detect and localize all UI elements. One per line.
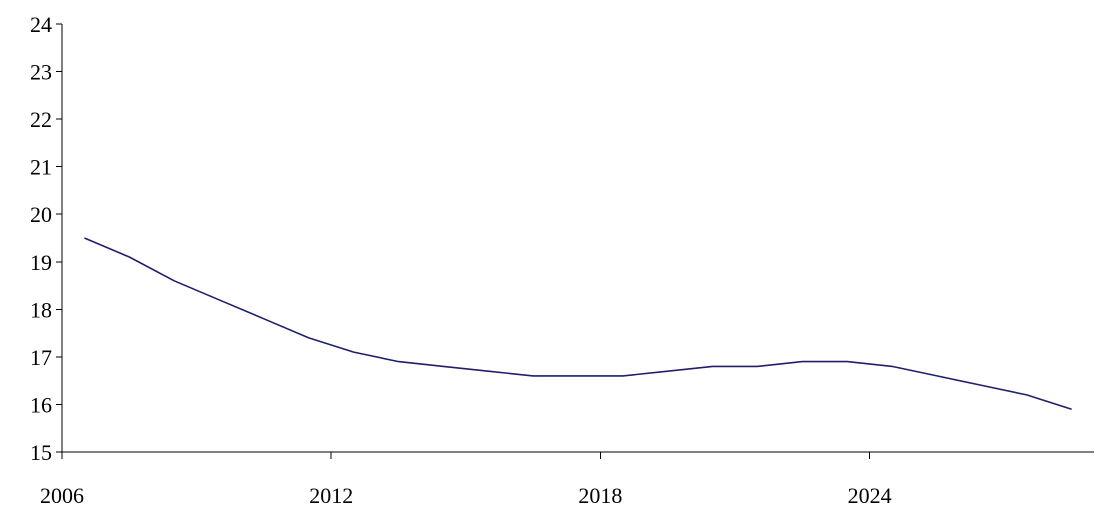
y-tick-label: 15 [30,440,52,465]
y-tick-label: 19 [30,250,52,275]
y-tick-label: 24 [30,12,52,37]
y-tick-label: 20 [30,202,52,227]
x-tick-label: 2024 [848,483,892,506]
x-axis-ticks: 2006 2012 2018 2024 [40,452,892,506]
y-tick-label: 16 [30,392,52,417]
y-tick-label: 17 [30,345,52,370]
series-line [84,237,1072,410]
x-tick-label: 2012 [309,483,353,506]
y-tick-label: 21 [30,155,52,180]
data-series [84,237,1072,410]
y-tick-label: 23 [30,60,52,85]
y-axis-ticks: 15 16 17 18 19 20 21 22 23 24 [30,12,62,465]
y-tick-label: 18 [30,297,52,322]
x-tick-label: 2018 [578,483,622,506]
x-tick-label: 2006 [40,483,84,506]
y-tick-label: 22 [30,107,52,132]
